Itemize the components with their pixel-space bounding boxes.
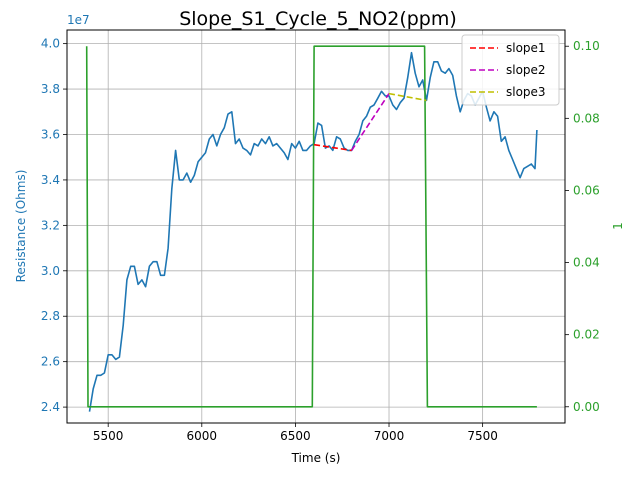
y-right-tick-label: 0.08 <box>573 111 600 125</box>
y-axis-left-multiplier: 1e7 <box>67 13 90 27</box>
y-right-tick-label: 0.06 <box>573 183 600 197</box>
slope3-series-line <box>388 92 427 102</box>
x-tick-label: 6000 <box>187 429 218 443</box>
slope1-legend-label: slope1 <box>506 41 546 55</box>
y-left-tick-label: 2.8 <box>41 309 60 323</box>
y-right-tick-label: 0.04 <box>573 256 600 270</box>
x-tick-label: 6500 <box>280 429 311 443</box>
y-left-tick-label: 3.0 <box>41 264 60 278</box>
y-left-tick-label: 3.2 <box>41 218 60 232</box>
y-axis-right-title: 1 <box>611 222 625 230</box>
x-tick-label: 7500 <box>467 429 498 443</box>
concentration-series-line <box>85 45 537 408</box>
axis-ticks: 5500 6000 6500 7000 7500 2.4 2.6 2.8 3.0 3.2 3.4 3.… <box>41 37 600 443</box>
y-left-tick-label: 3.6 <box>41 127 60 141</box>
y-left-tick-label: 2.4 <box>41 400 60 414</box>
y-right-tick-label: 0.00 <box>573 400 600 414</box>
y-left-tick-label: 4.0 <box>41 37 60 51</box>
y-left-tick-label: 3.8 <box>41 82 60 96</box>
slope3-legend-label: slope3 <box>506 85 546 99</box>
plot-frame <box>66 29 566 424</box>
y-right-tick-label: 0.10 <box>573 39 600 53</box>
x-axis-title: Time (s) <box>291 451 341 465</box>
x-tick-label: 7000 <box>374 429 405 443</box>
y-left-tick-label: 3.4 <box>41 173 60 187</box>
slope2-legend-label: slope2 <box>506 63 546 77</box>
y-right-tick-label: 0.02 <box>573 328 600 342</box>
slope2-series-line <box>350 93 390 151</box>
slope1-series-line <box>313 143 352 152</box>
chart-title: Slope_S1_Cycle_5_NO2(ppm) <box>179 8 457 30</box>
legend-box <box>461 34 560 106</box>
x-tick-label: 5500 <box>93 429 124 443</box>
y-axis-left-title: Resistance (Ohms) <box>14 170 28 283</box>
legend: slope1 slope2 slope3 <box>461 34 560 106</box>
y-left-tick-label: 2.6 <box>41 355 60 369</box>
